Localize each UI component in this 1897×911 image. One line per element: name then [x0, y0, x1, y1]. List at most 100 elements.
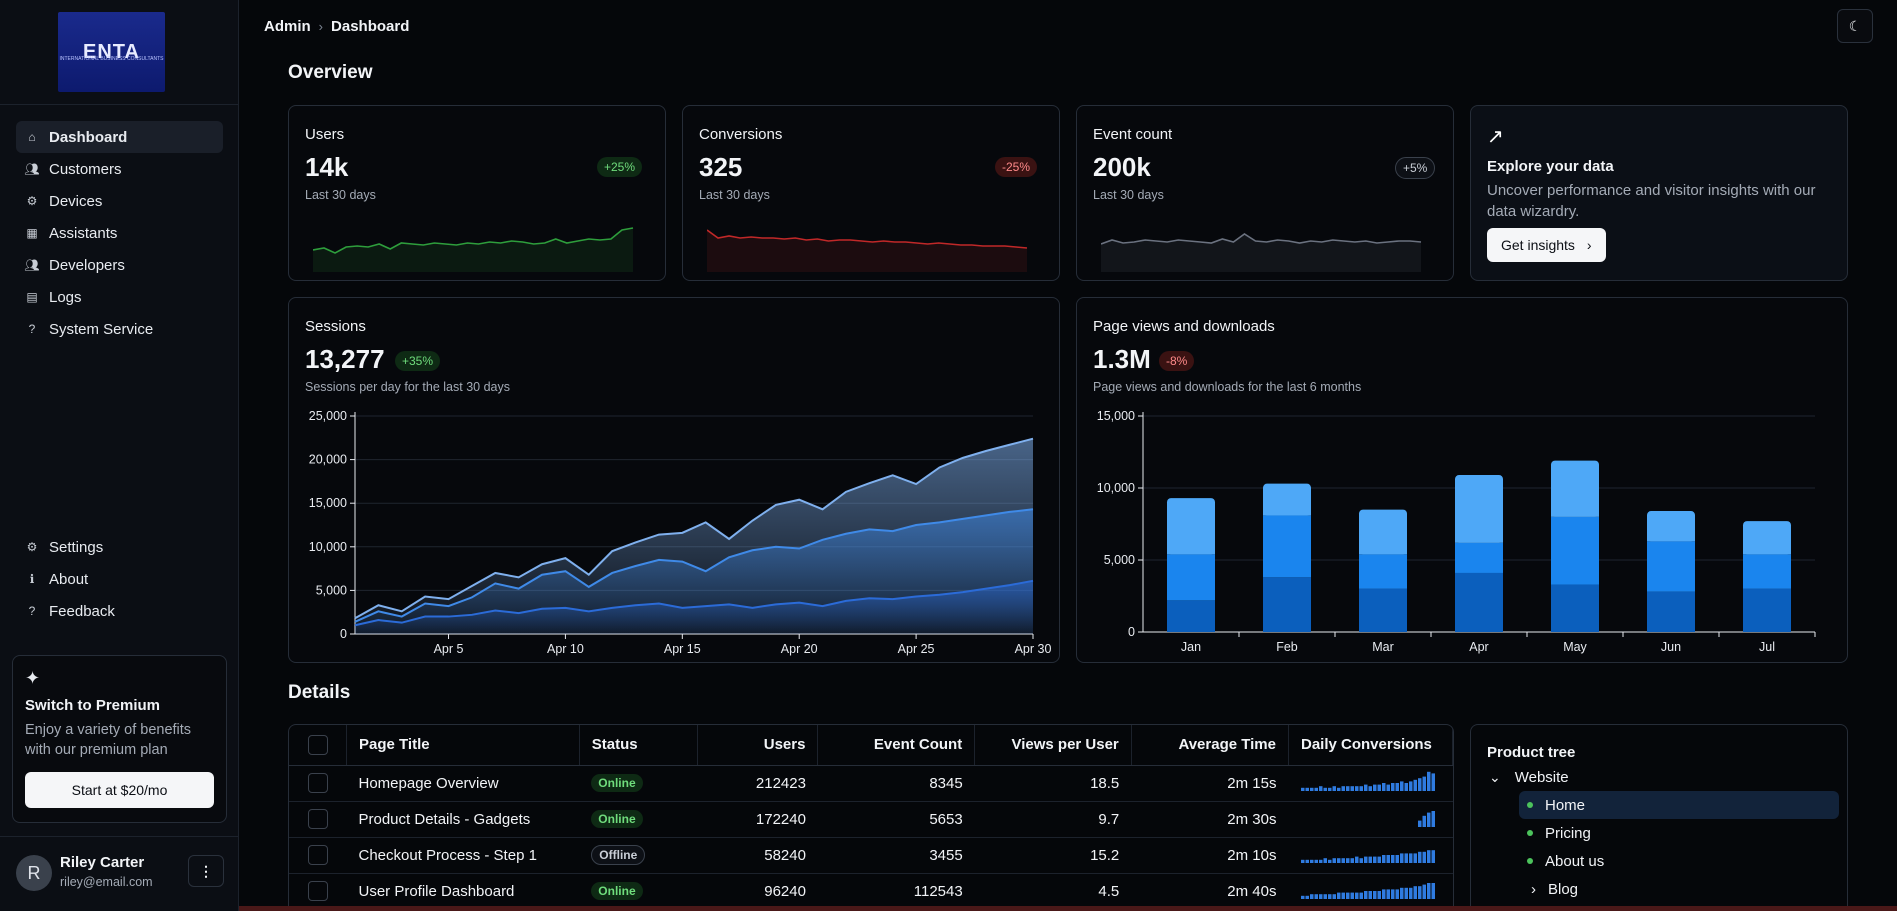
sidebar-item-dashboard[interactable]: ⌂ Dashboard	[16, 121, 223, 153]
x-tick-label: May	[1563, 640, 1587, 654]
bar-segment	[1455, 542, 1503, 573]
spark-bar	[1431, 811, 1435, 827]
spark-bar	[1386, 855, 1390, 863]
bar-segment	[1647, 541, 1695, 592]
breadcrumb: Admin › Dashboard	[264, 18, 409, 35]
spark-bar	[1300, 787, 1304, 791]
tree-item-website[interactable]: ⌄ Website	[1489, 763, 1569, 791]
bar-segment	[1551, 516, 1599, 585]
tree-item-blog[interactable]: › Blog	[1531, 875, 1578, 903]
spark-bar	[1318, 786, 1322, 791]
spark-bar	[1377, 784, 1381, 791]
sidebar-item-feedback[interactable]: ? Feedback	[16, 595, 223, 627]
secondary-nav: ⚙ Settings ℹ About ? Feedback	[16, 531, 223, 627]
x-tick-label: Apr	[1469, 640, 1488, 654]
product-tree-title: Product tree	[1487, 744, 1576, 761]
tree-item-pricing[interactable]: Pricing	[1527, 819, 1591, 847]
sidebar-item-developers[interactable]: 👥︎ Developers	[16, 249, 223, 281]
pageviews-value: 1.3M	[1093, 344, 1151, 374]
sidebar-item-logs[interactable]: ▤ Logs	[16, 281, 223, 313]
stat-card-conversions: Conversions 325 -25% Last 30 days	[682, 105, 1060, 281]
column-header[interactable]: Users	[697, 725, 819, 766]
x-tick-label: Apr 20	[781, 642, 818, 656]
row-checkbox[interactable]	[307, 845, 328, 865]
tree-item-about-us[interactable]: About us	[1527, 847, 1604, 875]
spark-bar	[1332, 858, 1336, 863]
premium-description: Enjoy a variety of benefits with our pre…	[25, 722, 192, 758]
column-header[interactable]: Views per User	[974, 725, 1132, 766]
bar-segment	[1743, 554, 1791, 589]
more-vertical-icon[interactable]: ⋮	[188, 855, 224, 887]
select-all-checkbox[interactable]	[307, 734, 328, 755]
sidebar-item-assistants[interactable]: ▦ Assistants	[16, 217, 223, 249]
sidebar-item-system-service[interactable]: ? System Service	[16, 313, 223, 345]
avatar[interactable]: R	[16, 855, 52, 891]
sparkline	[1101, 233, 1422, 272]
tree-item-home[interactable]: Home	[1519, 791, 1839, 819]
bar-segment-fill	[1647, 515, 1695, 542]
spark-bar	[1323, 894, 1327, 899]
spark-bar	[1404, 783, 1408, 791]
spark-bar	[1377, 856, 1381, 863]
sidebar-item-customers[interactable]: 👥︎ Customers	[16, 153, 223, 185]
spark-bar	[1323, 787, 1327, 791]
sparkline-area	[1101, 234, 1421, 272]
spark-bar	[1318, 894, 1322, 899]
spark-bar	[1372, 891, 1376, 899]
spark-bar	[1417, 820, 1421, 827]
views-per-user-cell: 4.5	[974, 873, 1132, 910]
spark-bar	[1314, 859, 1318, 863]
column-header[interactable]: Daily Conversions	[1288, 725, 1453, 766]
main-nav: ⌂ Dashboard 👥︎ Customers ⚙ Devices ▦ Ass…	[16, 121, 223, 345]
theme-toggle-button[interactable]: ☾	[1837, 9, 1873, 43]
table-row[interactable]: Homepage Overview Online 212423 8345 18.…	[289, 765, 1453, 802]
explore-card: ↗ Explore your data Uncover performance …	[1470, 105, 1848, 281]
average-time-cell: 2m 40s	[1131, 873, 1289, 910]
sparkline-line	[1101, 233, 1422, 245]
y-tick-label: 15,000	[309, 496, 347, 510]
spark-bar	[1354, 856, 1358, 863]
daily-conversions-cell	[1288, 873, 1453, 910]
spark-bar	[1345, 892, 1349, 899]
spark-bar	[1422, 884, 1426, 899]
sidebar-item-settings[interactable]: ⚙ Settings	[16, 531, 223, 563]
bar-segment-fill	[1551, 464, 1599, 517]
spark-bar	[1350, 858, 1354, 863]
row-checkbox[interactable]	[307, 881, 328, 901]
spark-bar	[1426, 812, 1430, 827]
table-row[interactable]: User Profile Dashboard Online 96240 1125…	[289, 873, 1453, 910]
row-checkbox[interactable]	[307, 773, 328, 793]
stat-title: Conversions	[699, 126, 783, 143]
table-row[interactable]: Checkout Process - Step 1 Offline 58240 …	[289, 837, 1453, 874]
column-header[interactable]: Average Time	[1131, 725, 1290, 766]
get-insights-button[interactable]: Get insights ›	[1487, 228, 1606, 262]
brand-logo-tagline: INTERNATIONAL BUSINESS CONSULTANTS	[59, 56, 164, 62]
sidebar-item-label: Customers	[49, 160, 122, 178]
row-checkbox[interactable]	[307, 809, 328, 829]
bar-segment	[1167, 554, 1215, 601]
breadcrumb-root[interactable]: Admin	[264, 18, 311, 35]
users-cell: 212423	[697, 765, 818, 802]
series-line	[354, 437, 1034, 620]
upgrade-button[interactable]: Start at $20/mo	[25, 772, 214, 808]
spark-bar	[1300, 895, 1304, 899]
spark-bar	[1305, 859, 1309, 863]
user-name: Riley Carter	[60, 854, 145, 871]
x-tick-label: Apr 5	[434, 642, 464, 656]
daily-conversions-cell	[1288, 765, 1453, 802]
column-header[interactable]: Status	[579, 725, 699, 766]
sparkline	[313, 227, 634, 272]
sidebar-item-about[interactable]: ℹ About	[16, 563, 223, 595]
column-header[interactable]: Page Title	[346, 725, 580, 766]
sparkline-area	[707, 230, 1027, 272]
spark-bar	[1354, 892, 1358, 899]
spark-bar	[1309, 787, 1313, 791]
get-insights-label: Get insights	[1501, 237, 1575, 253]
sidebar-item-devices[interactable]: ⚙ Devices	[16, 185, 223, 217]
bar-segment	[1647, 591, 1695, 632]
page-title-cell: Product Details - Gadgets	[346, 801, 580, 838]
brand-logo[interactable]: ENTA INTERNATIONAL BUSINESS CONSULTANTS	[58, 12, 165, 92]
bottom-border	[239, 906, 1897, 911]
column-header[interactable]: Event Count	[817, 725, 976, 766]
table-row[interactable]: Product Details - Gadgets Online 172240 …	[289, 801, 1453, 838]
